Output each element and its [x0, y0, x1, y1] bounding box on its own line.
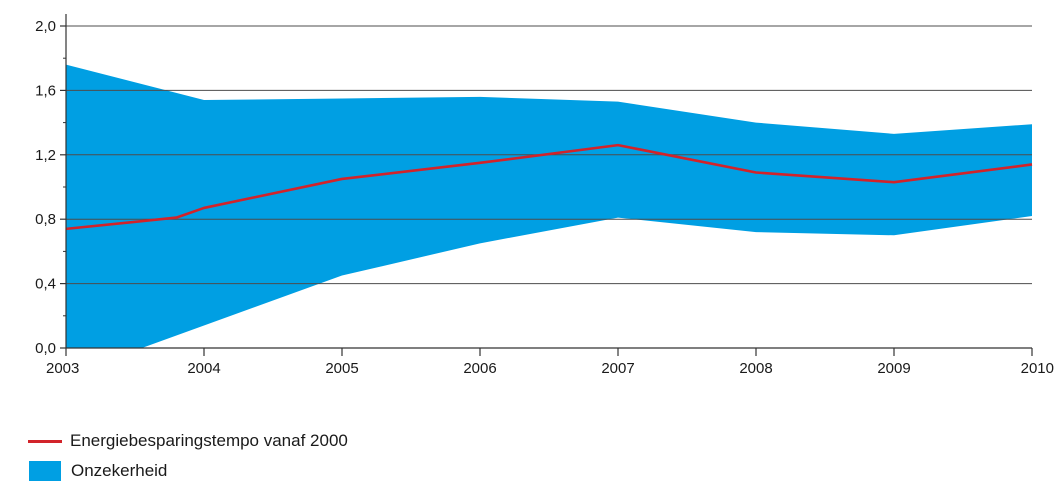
- x-tick-label: 2009: [877, 360, 910, 377]
- uncertainty-band-layer: [66, 64, 1032, 348]
- legend: Energiebesparingstempo vanaf 2000 Onzeke…: [28, 426, 348, 486]
- y-tick-label: 1,2: [35, 147, 56, 164]
- y-tick-label: 0,4: [35, 276, 56, 293]
- x-tick-label: 2004: [187, 360, 220, 377]
- legend-line-swatch: [28, 439, 62, 443]
- savings-line-layer: [65, 143, 1033, 231]
- savings-line: [65, 143, 1033, 231]
- x-tick-labels: 2003 2004 2005 2006 2007 2008 2009 2010: [46, 360, 1054, 377]
- x-tick-label: 2010: [1021, 360, 1054, 377]
- y-tick-label: 2,0: [35, 18, 56, 35]
- x-tick-label: 2005: [325, 360, 358, 377]
- y-tick-label: 1,6: [35, 82, 56, 99]
- x-tick-label: 2008: [739, 360, 772, 377]
- legend-item-savings: Energiebesparingstempo vanaf 2000: [28, 426, 348, 456]
- x-tick-label: 2007: [601, 360, 634, 377]
- y-tick-labels: 0,0 0,4 0,8 1,2 1,6 2,0: [35, 18, 56, 357]
- legend-band-swatch: [29, 461, 61, 481]
- axes: [60, 14, 1033, 356]
- legend-label-uncertainty: Onzekerheid: [71, 461, 168, 480]
- legend-item-uncertainty: Onzekerheid: [28, 456, 348, 486]
- y-tick-label: 0,0: [35, 340, 56, 357]
- x-tick-label: 2006: [463, 360, 496, 377]
- x-tick-label: 2003: [46, 360, 79, 377]
- chart: 0,00,40,81,21,62,0 2003 2004 2005 2006 2007 2…: [35, 14, 1054, 377]
- legend-label-savings: Energiebesparingstempo vanaf 2000: [70, 431, 348, 450]
- y-tick-label: 0,8: [35, 211, 56, 228]
- uncertainty-band: [66, 64, 1032, 348]
